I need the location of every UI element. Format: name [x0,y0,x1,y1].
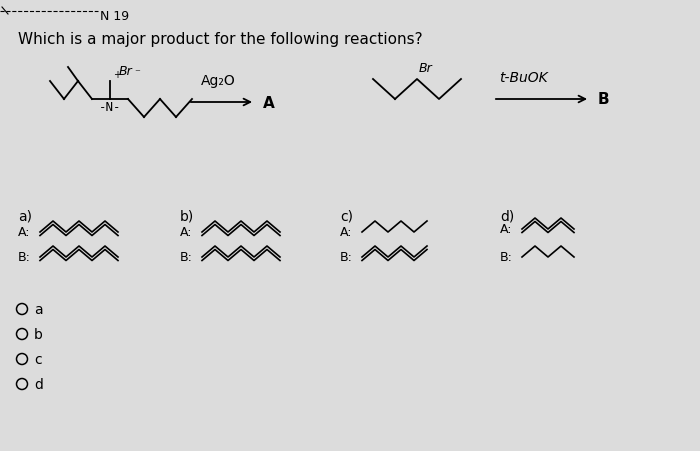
Text: ⁻: ⁻ [134,68,140,78]
Text: b): b) [180,210,195,224]
Text: A:: A: [18,226,31,239]
Circle shape [17,354,27,365]
Text: Ag₂O: Ag₂O [201,74,235,88]
Text: a): a) [18,210,32,224]
Text: +: + [113,70,121,80]
Circle shape [17,329,27,340]
Text: c): c) [340,210,353,224]
Text: Which is a major product for the following reactions?: Which is a major product for the followi… [18,32,423,47]
Text: t-BuOK: t-BuOK [498,71,547,85]
Text: b: b [34,327,43,341]
Text: Br: Br [419,62,433,75]
Text: A:: A: [180,226,193,239]
Text: N 19: N 19 [100,10,129,23]
Text: d: d [34,377,43,391]
Text: B:: B: [340,251,353,264]
Text: a: a [34,302,43,316]
Text: A:: A: [500,223,512,236]
Text: B:: B: [18,251,31,264]
Text: Br: Br [119,65,133,78]
Text: B:: B: [500,251,513,264]
Circle shape [17,379,27,390]
Text: d): d) [500,210,514,224]
Text: B:: B: [180,251,193,264]
Text: c: c [34,352,41,366]
Text: A:: A: [340,226,353,239]
Text: B: B [598,92,610,107]
Text: A: A [263,95,274,110]
Circle shape [17,304,27,315]
Text: -N-: -N- [99,101,121,114]
